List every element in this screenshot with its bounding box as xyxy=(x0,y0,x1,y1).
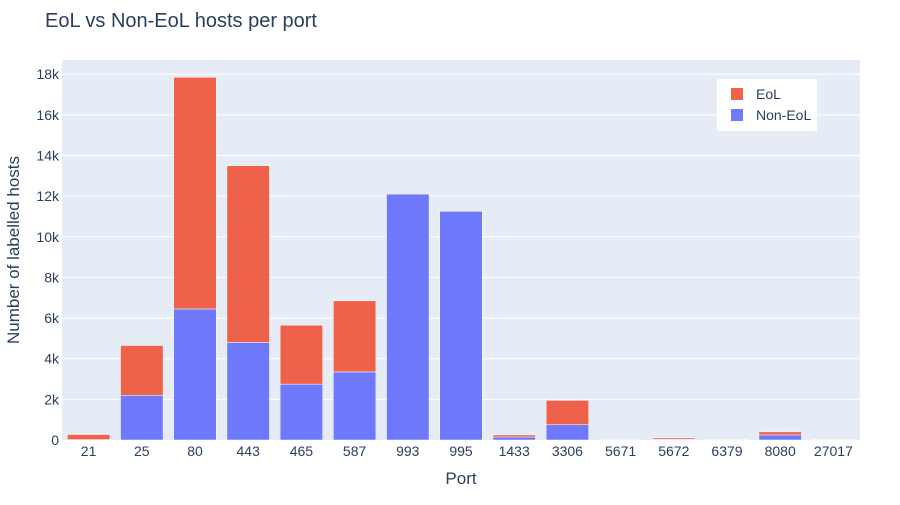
x-tick-label: 27017 xyxy=(814,443,853,459)
y-axis-title: Number of labelled hosts xyxy=(4,156,23,344)
bar-non-eol-8080 xyxy=(758,434,802,441)
bar-eol-587 xyxy=(333,300,377,373)
x-tick-label: 993 xyxy=(396,443,420,459)
bar-eol-3306 xyxy=(545,400,589,426)
legend-label-non-eol[interactable]: Non-EoL xyxy=(756,107,811,123)
bar-eol-21 xyxy=(67,434,111,440)
y-tick-label: 14k xyxy=(36,148,60,164)
chart-title: EoL vs Non-EoL hosts per port xyxy=(45,10,317,32)
bar-eol-1433 xyxy=(492,434,536,438)
bar-non-eol-587 xyxy=(333,371,377,441)
y-tick-label: 12k xyxy=(36,188,60,204)
legend-label-eol[interactable]: EoL xyxy=(756,86,781,102)
legend-swatch-non-eol[interactable] xyxy=(731,109,743,121)
y-tick-label: 8k xyxy=(44,269,60,285)
bar-eol-6379 xyxy=(705,439,749,441)
bar-eol-80 xyxy=(173,77,217,310)
y-tick-label: 6k xyxy=(44,310,60,326)
bar-non-eol-5671 xyxy=(599,439,643,441)
x-axis-title: Port xyxy=(445,469,476,488)
y-tick-label: 16k xyxy=(36,107,60,123)
y-tick-label: 2k xyxy=(44,391,60,407)
x-tick-label: 5671 xyxy=(605,443,636,459)
bar-eol-465 xyxy=(279,324,323,385)
bar-eol-443 xyxy=(226,165,270,343)
x-tick-label: 465 xyxy=(290,443,314,459)
bar-non-eol-993 xyxy=(386,193,430,441)
x-tick-label: 1433 xyxy=(499,443,530,459)
bar-non-eol-1433 xyxy=(492,436,536,441)
bar-eol-8080 xyxy=(758,431,802,436)
bar-non-eol-25 xyxy=(120,395,164,441)
y-tick-label: 4k xyxy=(44,351,60,367)
legend-swatch-eol[interactable] xyxy=(731,88,743,100)
x-tick-label: 995 xyxy=(449,443,473,459)
x-tick-label: 25 xyxy=(134,443,150,459)
x-tick-label: 6379 xyxy=(711,443,742,459)
x-tick-label: 443 xyxy=(237,443,261,459)
bar-non-eol-465 xyxy=(279,383,323,441)
bar-non-eol-3306 xyxy=(545,424,589,441)
x-tick-label: 21 xyxy=(81,443,97,459)
bar-eol-25 xyxy=(120,345,164,396)
bar-eol-5672 xyxy=(652,437,696,440)
bar-non-eol-995 xyxy=(439,211,483,441)
bar-non-eol-443 xyxy=(226,342,270,441)
y-tick-label: 0 xyxy=(51,432,59,448)
x-tick-label: 587 xyxy=(343,443,367,459)
x-tick-label: 3306 xyxy=(552,443,583,459)
y-tick-label: 18k xyxy=(36,66,60,82)
y-tick-label: 10k xyxy=(36,229,60,245)
legend-box xyxy=(717,79,817,131)
bar-eol-27017 xyxy=(811,438,855,441)
x-tick-label: 80 xyxy=(187,443,203,459)
x-tick-label: 8080 xyxy=(765,443,796,459)
bar-non-eol-80 xyxy=(173,308,217,441)
x-tick-label: 5672 xyxy=(658,443,689,459)
